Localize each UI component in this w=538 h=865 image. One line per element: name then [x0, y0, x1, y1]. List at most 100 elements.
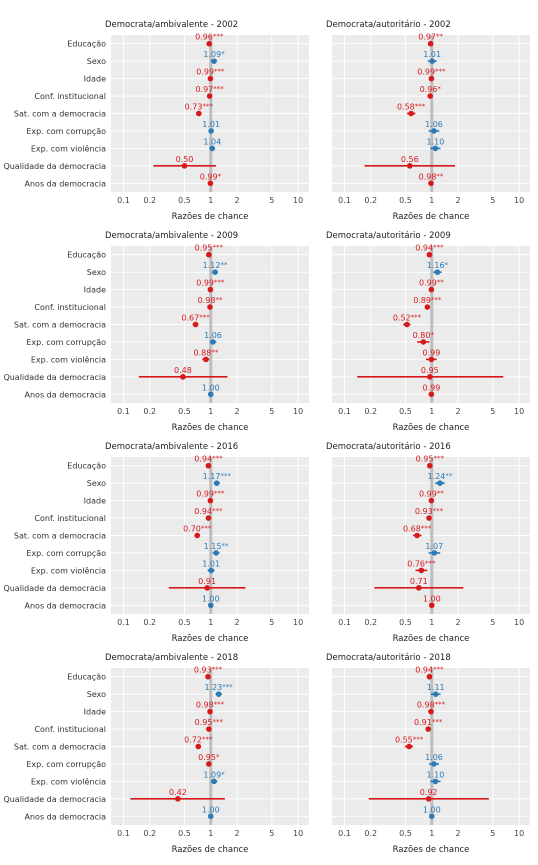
significance-stars: *** — [433, 244, 444, 252]
data-label: 1.24** — [428, 472, 453, 481]
x-tick-label: 0.5 — [399, 618, 412, 627]
odds-ratio-point — [192, 321, 199, 328]
data-label: 1.15** — [204, 542, 229, 551]
odds-ratio-point — [431, 761, 437, 767]
odds-ratio-point — [207, 708, 213, 715]
odds-ratio-point — [208, 128, 214, 134]
odds-ratio-point — [210, 339, 216, 345]
x-tick-label: 0.1 — [338, 618, 351, 627]
x-axis-label: Razões de chance — [172, 634, 249, 644]
data-label: 1.10 — [426, 770, 444, 779]
significance-stars: ** — [437, 490, 445, 498]
y-tick-label: Sat. com a democracia — [14, 532, 106, 541]
significance-stars: ** — [436, 172, 444, 180]
x-tick-label: 0.2 — [364, 196, 377, 205]
x-tick-label: 5 — [490, 196, 495, 205]
odds-ratio-point — [211, 58, 217, 64]
odds-ratio-point — [426, 251, 433, 258]
odds-ratio-point — [434, 269, 441, 275]
y-tick-label: Educação — [67, 40, 106, 49]
odds-ratio-point — [209, 145, 216, 152]
data-label: 1.01 — [202, 120, 220, 129]
data-label: 1.17*** — [203, 472, 232, 481]
data-label: 1.01 — [423, 50, 441, 59]
significance-stars: *** — [212, 666, 223, 674]
x-tick-label: 0.2 — [143, 829, 156, 838]
x-tick-label: 10 — [293, 618, 303, 627]
data-label: 1.00 — [423, 594, 441, 603]
x-tick-label: 0.5 — [178, 196, 191, 205]
y-tick-label: Exp. com violência — [31, 143, 106, 153]
odds-ratio-point — [415, 585, 422, 591]
significance-stars: *** — [435, 701, 446, 709]
significance-stars: * — [216, 753, 220, 761]
odds-ratio-point — [431, 128, 437, 134]
x-tick-label: 1 — [429, 829, 434, 838]
y-tick-label: Exp. com corrupção — [26, 760, 106, 769]
x-tick-label: 0.1 — [338, 829, 351, 838]
data-label: 0.52*** — [393, 314, 422, 323]
x-tick-label: 0.5 — [399, 829, 412, 838]
odds-ratio-point — [206, 93, 213, 99]
significance-stars: *** — [431, 296, 442, 304]
data-label: 0.67*** — [181, 314, 210, 323]
odds-ratio-point — [207, 602, 214, 609]
odds-ratio-point — [194, 532, 201, 539]
odds-ratio-point — [426, 515, 432, 521]
x-tick-label: 10 — [293, 196, 303, 205]
y-tick-label: Sexo — [87, 57, 106, 66]
x-tick-label: 1 — [429, 407, 434, 416]
odds-ratio-point — [408, 110, 414, 117]
significance-stars: * — [437, 85, 441, 93]
data-label: 0.99* — [200, 172, 222, 181]
significance-stars: *** — [213, 33, 224, 41]
significance-stars: *** — [212, 718, 223, 726]
y-tick-label: Sexo — [87, 690, 106, 699]
odds-ratio-point — [207, 813, 214, 820]
x-tick-label: 0.2 — [143, 407, 156, 416]
odds-ratio-point — [432, 145, 439, 152]
significance-stars: ** — [215, 296, 223, 304]
data-label: 1.07 — [425, 542, 443, 551]
x-tick-label: 0.5 — [399, 196, 412, 205]
data-label: 0.58*** — [397, 103, 426, 112]
significance-stars: *** — [213, 85, 224, 93]
significance-stars: *** — [433, 507, 444, 515]
x-tick-label: 1 — [429, 618, 434, 627]
data-label: 0.94*** — [415, 244, 444, 253]
odds-ratio-point — [428, 813, 435, 820]
x-tick-label: 0.2 — [364, 407, 377, 416]
significance-stars: *** — [433, 455, 444, 463]
x-tick-label: 2 — [235, 829, 240, 838]
x-tick-label: 0.1 — [117, 618, 130, 627]
data-label: 0.56 — [401, 155, 419, 164]
odds-ratio-point — [406, 743, 412, 750]
x-tick-label: 0.5 — [399, 407, 412, 416]
y-tick-label: Sat. com a democracia — [14, 321, 106, 330]
x-tick-label: 2 — [456, 618, 461, 627]
data-label: 0.48 — [174, 366, 192, 375]
x-tick-label: 10 — [514, 618, 524, 627]
significance-stars: *** — [435, 68, 446, 76]
odds-ratio-point — [428, 75, 435, 82]
odds-ratio-point — [425, 796, 432, 802]
odds-ratio-point — [428, 708, 434, 715]
odds-ratio-point — [196, 110, 202, 117]
data-label: 1.10 — [426, 137, 444, 146]
data-label: 0.94*** — [194, 455, 223, 464]
data-label: 0.98*** — [417, 701, 446, 710]
odds-ratio-point — [206, 40, 213, 47]
data-label: 1.23*** — [204, 683, 233, 692]
data-label: 0.98** — [419, 172, 444, 181]
data-label: 0.95*** — [195, 718, 224, 727]
x-tick-label: 5 — [490, 829, 495, 838]
significance-stars: *** — [214, 68, 225, 76]
significance-stars: * — [221, 770, 225, 778]
odds-ratio-point — [207, 391, 214, 398]
significance-stars: ** — [211, 348, 219, 356]
odds-ratio-point — [207, 75, 214, 82]
data-label: 0.91 — [198, 577, 216, 586]
data-label: 0.55*** — [395, 736, 424, 745]
odds-ratio-point — [428, 602, 435, 609]
significance-stars: *** — [421, 525, 432, 533]
